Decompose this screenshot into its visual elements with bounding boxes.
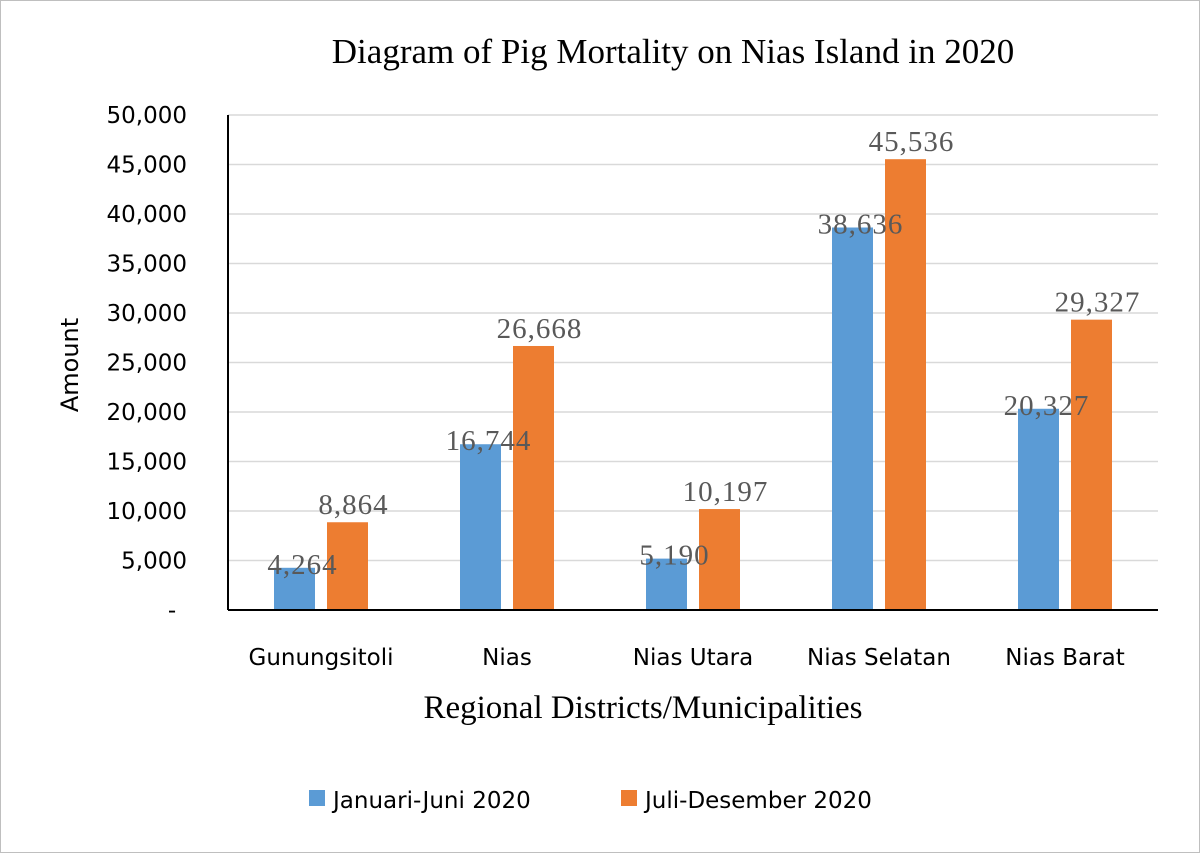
y-tick-label: 10,000 xyxy=(107,499,187,525)
y-axis-title: Amount xyxy=(56,318,84,412)
y-tick-label: 40,000 xyxy=(107,202,187,228)
legend: Januari-Juni 2020 Juli-Desember 2020 xyxy=(309,788,872,814)
x-category-labels: Gunungsitoli Nias Nias Utara Nias Selatan Ni… xyxy=(249,645,1125,671)
data-label: 10,197 xyxy=(683,476,769,508)
x-category-label: Nias Barat xyxy=(1005,645,1124,671)
legend-label-series-1: Januari-Juni 2020 xyxy=(331,788,531,814)
gridlines xyxy=(228,114,1158,562)
bar-1 xyxy=(274,567,315,610)
legend-swatch-series-2 xyxy=(621,790,637,806)
bar-1 xyxy=(460,444,501,610)
y-tick-label: 15,000 xyxy=(107,450,187,476)
y-tick-label: 20,000 xyxy=(107,400,187,426)
y-tick-label: 5,000 xyxy=(121,549,187,575)
data-label: 20,327 xyxy=(1004,390,1090,422)
data-labels: 4,264 8,864 16,744 26,668 5,190 10,197 38,636 4… xyxy=(267,126,1141,581)
data-label: 8,864 xyxy=(318,489,388,521)
y-tick-label: - xyxy=(168,598,176,624)
data-label: 16,744 xyxy=(446,425,532,457)
bar-2 xyxy=(1071,319,1112,610)
data-label: 5,190 xyxy=(639,540,709,572)
bar-1 xyxy=(1018,408,1059,610)
y-tick-label: 50,000 xyxy=(107,103,187,129)
bar-2 xyxy=(513,345,554,610)
y-tick-label: 35,000 xyxy=(107,252,187,278)
chart-title: Diagram of Pig Mortality on Nias Island … xyxy=(332,32,1014,71)
x-axis-title: Regional Districts/Municipalities xyxy=(423,690,862,726)
data-label: 4,264 xyxy=(267,549,337,581)
y-tick-label: 25,000 xyxy=(107,351,187,377)
x-category-label: Nias xyxy=(482,645,532,671)
data-label: 29,327 xyxy=(1055,287,1141,319)
bar-2 xyxy=(327,522,368,610)
data-label: 38,636 xyxy=(818,209,904,241)
data-label: 26,668 xyxy=(497,313,583,345)
x-category-label: Nias Utara xyxy=(633,645,753,671)
legend-label-series-2: Juli-Desember 2020 xyxy=(643,788,872,814)
y-tick-labels: - 5,000 10,000 15,000 20,000 25,000 30,000 35,0… xyxy=(107,103,187,624)
y-tick-label: 30,000 xyxy=(107,301,187,327)
legend-swatch-series-1 xyxy=(309,790,325,806)
x-category-label: Nias Selatan xyxy=(807,645,951,671)
bars xyxy=(274,159,1112,610)
bar-2 xyxy=(885,159,926,610)
x-category-label: Gunungsitoli xyxy=(249,645,394,671)
bar-1 xyxy=(646,558,687,610)
y-tick-label: 45,000 xyxy=(107,153,187,179)
bar-1 xyxy=(832,227,873,610)
data-label: 45,536 xyxy=(869,126,955,158)
bar-2 xyxy=(699,509,740,610)
